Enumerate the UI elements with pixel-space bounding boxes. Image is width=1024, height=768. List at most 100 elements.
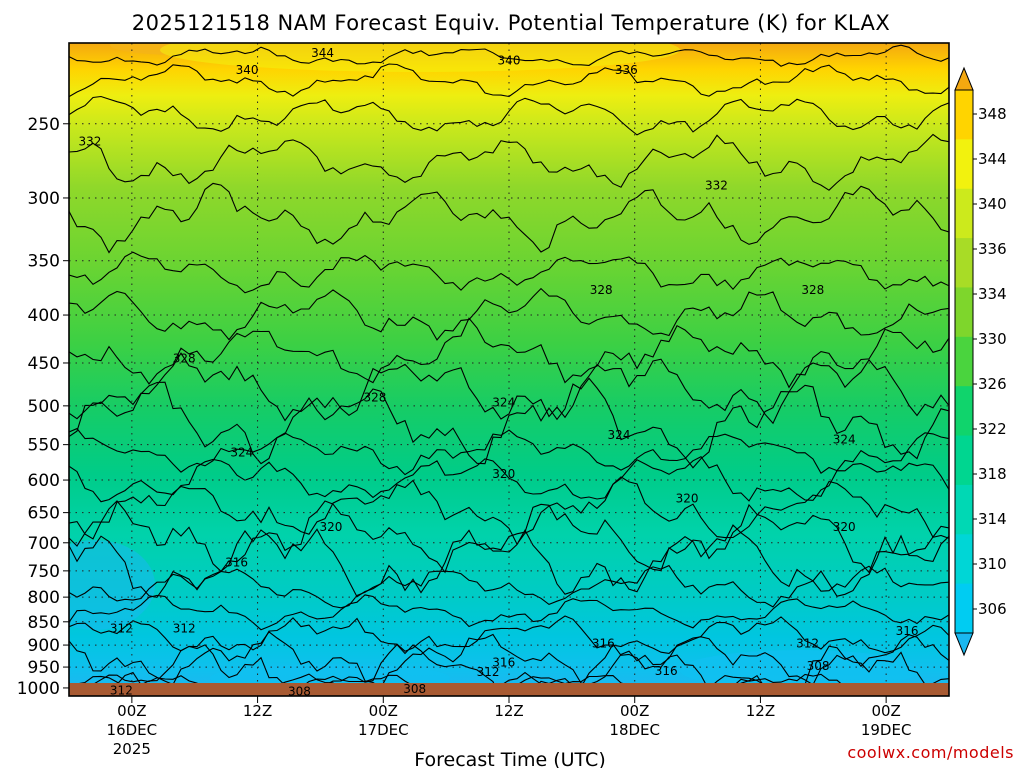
x-tick-date: 19DEC [861, 721, 912, 739]
colorbar-label: 314 [978, 510, 1007, 528]
contour-line [69, 427, 949, 476]
contour-label: 336 [615, 63, 638, 77]
contour-label: 328 [363, 391, 386, 405]
x-tick-year: 2025 [113, 740, 151, 758]
contour-label: 324 [230, 446, 253, 460]
contour-line [69, 95, 949, 136]
colorbar-segment [955, 90, 973, 140]
contour-line [69, 377, 949, 469]
contour-label: 308 [288, 685, 311, 699]
warm-patch [160, 43, 680, 72]
colorbar-segment [955, 435, 973, 486]
colorbar-label: 336 [978, 240, 1007, 258]
contour-label: 340 [236, 63, 259, 77]
x-tick-label: 00Z [620, 702, 649, 720]
contour-label: 308 [403, 682, 426, 696]
y-tick-label: 650 [28, 504, 60, 524]
contour-line [69, 317, 949, 389]
contour-label: 320 [676, 492, 699, 506]
contour-label: 328 [590, 283, 613, 297]
contour-line [69, 455, 949, 503]
colorbar-segment [955, 139, 973, 190]
x-tick-label: 12Z [494, 702, 523, 720]
y-tick-label: 850 [28, 613, 60, 633]
contour-line [69, 287, 949, 341]
contour-field [69, 43, 949, 696]
contour-line [69, 182, 949, 254]
y-tick-label: 400 [28, 306, 60, 326]
contour-label: 308 [807, 659, 830, 673]
contour-line [69, 594, 949, 631]
colorbar-label: 340 [978, 195, 1007, 213]
colorbar-label: 334 [978, 285, 1007, 303]
colorbar-top-arrow [954, 66, 974, 91]
contour-label: 324 [833, 432, 856, 446]
colorbar-label: 344 [978, 150, 1007, 168]
y-tick-label: 350 [28, 252, 60, 272]
contour-line [69, 44, 949, 67]
contour-label: 312 [110, 683, 133, 697]
y-tick-label: 300 [28, 189, 60, 209]
y-tick-label: 250 [28, 115, 60, 135]
x-tick-label: 00Z [117, 702, 146, 720]
y-tick-label: 900 [28, 636, 60, 656]
x-tick-label: 12Z [243, 702, 272, 720]
colorbar: 348 344 340 336 334 330 326 322 318 314 310 306 [954, 66, 1007, 657]
y-tick-label: 600 [28, 471, 60, 491]
contour-label: 316 [592, 637, 615, 651]
credit-text: coolwx.com/models [847, 743, 1014, 762]
ground [69, 683, 949, 696]
contour-label: 332 [78, 134, 101, 148]
colorbar-segment [955, 386, 973, 437]
contour-label: 316 [492, 655, 515, 669]
y-tick-label: 1000 [17, 679, 60, 699]
contour-line [69, 133, 949, 191]
colorbar-segment [955, 238, 973, 288]
colorbar-label: 310 [978, 555, 1007, 573]
colorbar-segment [955, 287, 973, 338]
grid-lines [69, 43, 949, 696]
x-tick-date: 16DEC [107, 721, 158, 739]
contour-label: 316 [896, 624, 919, 638]
colorbar-label: 348 [978, 105, 1007, 123]
colorbar-segment [955, 484, 973, 535]
x-axis-label: Forecast Time (UTC) [414, 749, 605, 768]
contour-label: 312 [477, 665, 500, 679]
plot-area: 344 340 340 336 332 332 328 328 328 328 324 324 324 3… [68, 42, 950, 699]
contour-label: 340 [498, 53, 521, 67]
contour-label: 316 [225, 556, 248, 570]
contour-label: 328 [801, 283, 824, 297]
chart-title: 2025121518 NAM Forecast Equiv. Potential… [132, 11, 891, 35]
colorbar-bottom-arrow [954, 632, 974, 657]
contour-labels: 344 340 340 336 332 332 328 328 328 328 324 324 324 3… [78, 46, 918, 699]
contour-label: 328 [173, 351, 196, 365]
x-tick-label: 00Z [871, 702, 900, 720]
colorbar-segment [955, 583, 973, 634]
contour-label: 320 [319, 520, 342, 534]
y-tick-label: 500 [28, 397, 60, 417]
y-tick-label: 550 [28, 436, 60, 456]
contour-label: 316 [655, 664, 678, 678]
colorbar-label: 330 [978, 330, 1007, 348]
contour-label: 312 [796, 637, 819, 651]
colorbar-label: 318 [978, 465, 1007, 483]
colorbar-label: 322 [978, 420, 1007, 438]
contour-line [69, 251, 949, 294]
contour-label: 312 [173, 621, 196, 635]
contour-label: 320 [492, 467, 515, 481]
contour-label: 320 [833, 520, 856, 534]
contour-line [69, 476, 949, 546]
cold-patch [69, 540, 155, 630]
contour-label: 312 [110, 621, 133, 635]
contour-label: 344 [311, 46, 334, 60]
y-tick-label: 700 [28, 534, 60, 554]
x-tick-label: 12Z [746, 702, 775, 720]
contour-label: 324 [608, 428, 631, 442]
contour-line [69, 631, 949, 689]
y-tick-label: 750 [28, 562, 60, 582]
colorbar-segment [955, 534, 973, 585]
y-tick-label: 800 [28, 588, 60, 608]
contour-line [69, 500, 949, 574]
